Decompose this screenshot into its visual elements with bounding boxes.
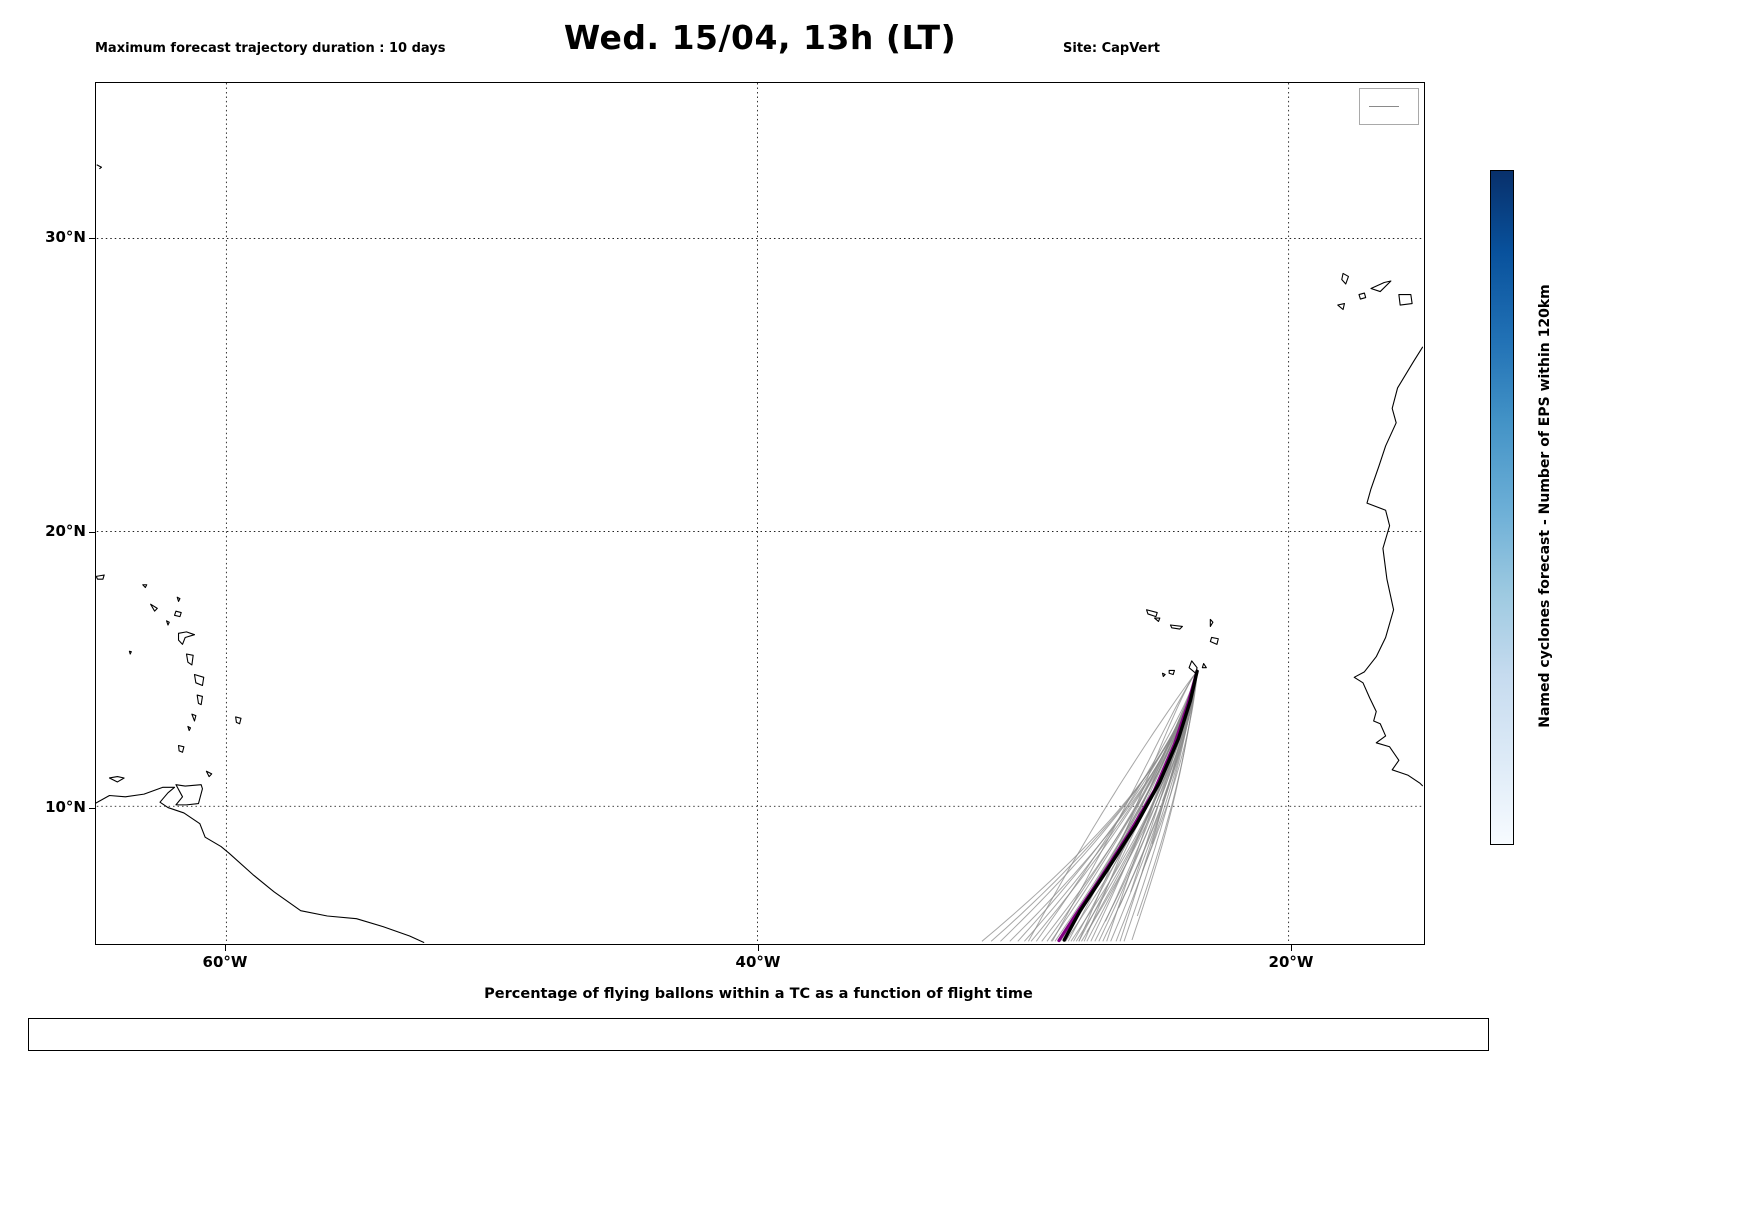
ensemble-trajectory	[1086, 671, 1198, 933]
lon-tick-label: 40°W	[735, 953, 781, 971]
ensemble-trajectory	[1070, 671, 1198, 942]
coastline-st-martin	[142, 584, 148, 589]
tc-percentage-bar	[28, 1018, 1489, 1051]
legend-item	[1369, 96, 1408, 117]
ensemble-trajectory	[1078, 670, 1198, 942]
info-line: Site: CapVert	[1063, 41, 1160, 56]
ensemble-trajectory	[1051, 670, 1198, 942]
setting-line: Maximum forecast trajectory duration : 1…	[95, 41, 446, 56]
trajectory-map	[94, 82, 1425, 945]
coastline-capeverde-sal	[1209, 618, 1214, 627]
coastline-south-america-coast	[94, 786, 425, 944]
colorbar	[1490, 170, 1514, 845]
map-legend	[1359, 88, 1419, 125]
coastline-st-vincent	[191, 713, 197, 722]
page-title: Wed. 15/04, 13h (LT)	[563, 18, 957, 57]
coastline-capeverde-brava	[1161, 672, 1166, 678]
coastline-guadeloupe	[177, 631, 196, 645]
coastline-capeverde-boa-vista	[1209, 636, 1219, 645]
coastline-grenadines	[187, 725, 192, 732]
coastline-canary-la-palma	[1341, 272, 1349, 285]
coastline-aves-island	[128, 650, 132, 655]
coastline-bermuda	[96, 164, 103, 170]
coastline-capeverde-maio	[1201, 663, 1207, 669]
lat-tick	[89, 532, 95, 534]
ensemble-trajectory	[1118, 671, 1198, 909]
coastline-canary-tenerife	[1370, 280, 1392, 293]
lat-tick-label: 30°N	[45, 227, 86, 246]
ensemble-trajectory	[1136, 671, 1198, 917]
map-canvas	[94, 83, 1424, 944]
lon-tick	[758, 945, 760, 951]
lat-tick-label: 20°N	[45, 522, 86, 540]
lon-tick-label: 60°W	[202, 953, 248, 971]
coastline-canary-la-gomera	[1358, 292, 1367, 300]
coastline-barbados	[235, 716, 242, 725]
legend-line	[1369, 105, 1399, 108]
legend-line-sample	[1369, 105, 1399, 108]
ensemble-trajectory	[1067, 671, 1198, 942]
coastline-capeverde-santo-antao	[1146, 609, 1158, 618]
coastline-africa-coast	[1353, 346, 1424, 787]
lon-tick	[225, 945, 227, 951]
ensemble-trajectory	[1000, 671, 1198, 942]
coastline-martinique	[193, 673, 205, 687]
ensemble-trajectory	[1062, 671, 1198, 942]
lon-tick	[1291, 945, 1293, 951]
coastline-capeverde-fogo	[1168, 669, 1176, 676]
coastline-canary-el-hierro	[1337, 302, 1346, 311]
coastline-canary-gran-canaria	[1398, 294, 1413, 306]
lat-tick-label: 10°N	[45, 797, 86, 816]
coastline-st-kitts	[150, 603, 158, 612]
coastline-barbuda	[176, 596, 181, 602]
ensemble-trajectory	[1081, 671, 1198, 942]
coastline-capeverde-sao-nicolau	[1169, 624, 1183, 630]
analysis-track	[1062, 669, 1199, 942]
lat-tick	[89, 237, 95, 240]
lon-tick-label: 20°W	[1268, 953, 1314, 971]
colorbar-label: Named cyclones forecast - Number of EPS …	[1537, 284, 1553, 728]
coastline-montserrat	[166, 620, 170, 626]
coastline-grenada	[177, 744, 185, 753]
ensemble-trajectory	[1027, 670, 1198, 942]
lat-tick	[89, 807, 95, 810]
coastline-st-lucia	[196, 694, 203, 706]
coastline-trinidad	[175, 784, 203, 806]
coastline-dominica	[185, 653, 194, 666]
coastline-virgin-islands	[95, 574, 105, 580]
coastline-tobago	[205, 770, 213, 778]
bottom-chart-title: Percentage of flying ballons within a TC…	[484, 986, 1033, 1002]
coastline-antigua	[173, 610, 182, 618]
coastline-margarita	[108, 776, 125, 783]
coastline-capeverde-sao-vicente	[1153, 617, 1161, 622]
